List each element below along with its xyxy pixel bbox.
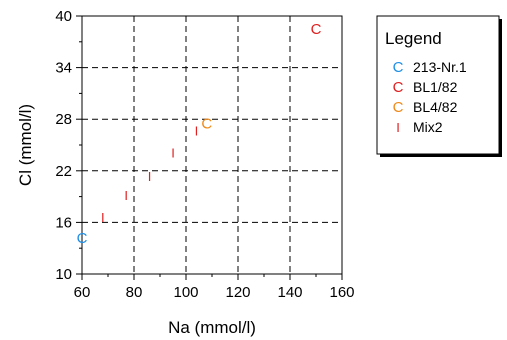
legend-symbol: C (393, 59, 404, 76)
legend: Legend C 213-Nr.1 C BL1/82 C BL4/82 I Mix2 (376, 15, 502, 157)
y-axis-title: Cl (mmol/l) (16, 104, 35, 186)
legend-label: Mix2 (413, 119, 443, 135)
data-point: I (101, 210, 105, 225)
data-point: C (311, 21, 322, 38)
legend-items: C 213-Nr.1 C BL1/82 C BL4/82 I Mix2 (393, 59, 467, 135)
axis-ticks (76, 15, 343, 280)
legend-item: I Mix2 (396, 119, 443, 135)
legend-symbol: I (396, 120, 400, 135)
x-tick-label: 80 (126, 284, 143, 301)
x-tick-label: 60 (74, 284, 91, 301)
gridlines (82, 16, 342, 274)
plot-frame (81, 15, 343, 275)
data-point: I (124, 188, 128, 203)
legend-item: C 213-Nr.1 (393, 59, 467, 76)
legend-title: Legend (385, 29, 442, 48)
legend-label: BL1/82 (413, 79, 458, 95)
x-tick-label: 160 (329, 284, 354, 301)
y-tick-label: 34 (55, 60, 72, 77)
data-point: I (171, 146, 175, 161)
y-tick-label: 40 (55, 8, 72, 25)
legend-symbol: C (393, 79, 404, 96)
legend-box (376, 15, 500, 155)
x-axis-title: Na (mmol/l) (168, 318, 256, 337)
x-tick-label: 100 (173, 284, 198, 301)
legend-symbol: C (393, 99, 404, 116)
legend-label: BL4/82 (413, 99, 458, 115)
legend-item: C BL4/82 (393, 99, 458, 116)
legend-label: 213-Nr.1 (413, 59, 467, 75)
x-tick-labels: 60 80 100 120 140 160 (74, 284, 355, 301)
data-point: I (195, 123, 199, 138)
y-tick-label: 16 (55, 214, 72, 231)
data-point: C (77, 230, 88, 247)
x-tick-label: 120 (225, 284, 250, 301)
data-point: I (148, 169, 152, 184)
legend-item: C BL1/82 (393, 79, 458, 96)
y-tick-label: 28 (55, 111, 72, 128)
data-point: C (201, 116, 212, 133)
x-tick-label: 140 (277, 284, 302, 301)
y-tick-label: 22 (55, 163, 72, 180)
y-tick-label: 10 (55, 266, 72, 283)
y-tick-labels: 10 16 22 28 34 40 (55, 8, 72, 283)
